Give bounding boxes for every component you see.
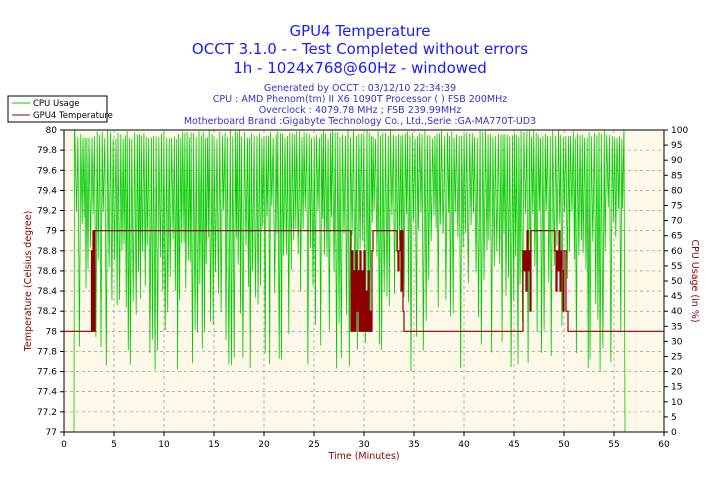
y-tick-label: 78.2: [37, 307, 57, 317]
y2-tick-label: 20: [671, 368, 683, 378]
axes: 77 77.2 77.4 77.6 77.8 78 78.2 78.4 78.6 78.8 79 79…: [37, 126, 688, 450]
y-tick-label: 79.8: [37, 146, 57, 156]
y-tick-label: 79.6: [37, 166, 57, 176]
x-tick-label: 60: [658, 440, 670, 450]
x-tick-label: 10: [158, 440, 170, 450]
y-tick-label: 77.8: [37, 347, 57, 357]
y-tick-label: 77: [46, 428, 57, 438]
legend-label-gpu4-temperature: GPU4 Temperature: [33, 111, 113, 121]
chart-subtitle-mode: 1h - 1024x768@60Hz - windowed: [233, 59, 487, 77]
x-tick-label: 20: [258, 440, 270, 450]
info-generated: Generated by OCCT : 03/12/10 22:34:39: [264, 83, 456, 94]
y2-tick-label: 70: [671, 217, 683, 227]
x-tick-label: 25: [308, 440, 319, 450]
y2-tick-label: 55: [671, 262, 682, 272]
info-motherboard: Motherboard Brand :Gigabyte Technology C…: [184, 116, 536, 127]
legend: CPU Usage GPU4 Temperature: [7, 95, 113, 123]
y2-tick-label: 35: [671, 322, 682, 332]
y2-tick-label: 15: [671, 383, 682, 393]
info-cpu: CPU : AMD Phenom(tm) II X6 1090T Process…: [213, 94, 507, 105]
chart-subtitle-test: OCCT 3.1.0 - - Test Completed without er…: [192, 40, 528, 58]
y2-tick-label: 100: [671, 126, 688, 136]
legend-box: [7, 95, 108, 123]
y-axis-label: Temperature (Celsius degree): [23, 211, 34, 353]
y2-tick-label: 10: [671, 398, 683, 408]
y2-axis-label: CPU Usage (in %): [689, 239, 700, 322]
y-tick-label: 78.6: [37, 267, 57, 277]
y2-tick-label: 50: [671, 277, 683, 287]
x-axis-label: Time (Minutes): [327, 451, 399, 462]
x-tick-label: 0: [61, 440, 67, 450]
cpu-usage-line: [71, 129, 626, 433]
x-tick-label: 35: [408, 440, 419, 450]
x-tick-label: 40: [458, 440, 470, 450]
y-tick-label: 78: [46, 327, 58, 337]
x-tick-label: 50: [558, 440, 570, 450]
y2-tick-label: 65: [671, 232, 682, 242]
y2-tick-label: 60: [671, 247, 683, 257]
y-tick-label: 79.2: [37, 207, 57, 217]
y-tick-label: 80: [46, 126, 58, 136]
y-tick-label: 79: [46, 227, 58, 237]
series-layer: [64, 129, 664, 433]
x-tick-label: 5: [111, 440, 117, 450]
x-tick-label: 15: [208, 440, 219, 450]
titles: GPU4 Temperature OCCT 3.1.0 - - Test Com…: [184, 22, 536, 127]
info-overclock: Overclock : 4079.78 MHz ; FSB 239.99MHz: [259, 105, 462, 116]
y2-tick-label: 80: [671, 186, 683, 196]
chart-title: GPU4 Temperature: [290, 22, 431, 40]
y2-tick-label: 25: [671, 353, 682, 363]
y-tick-label: 78.8: [37, 247, 57, 257]
x-tick-label: 30: [358, 440, 370, 450]
y-tick-label: 77.4: [37, 388, 57, 398]
y2-tick-label: 90: [671, 156, 683, 166]
y-tick-label: 77.2: [37, 408, 57, 418]
y-tick-label: 77.6: [37, 368, 57, 378]
gpu4-temperature-line: [64, 230, 664, 332]
y2-tick-label: 95: [671, 141, 682, 151]
y-tick-label: 79.4: [37, 186, 57, 196]
legend-label-cpu-usage: CPU Usage: [33, 99, 79, 109]
y2-tick-label: 40: [671, 307, 683, 317]
y2-tick-label: 30: [671, 337, 683, 347]
x-tick-label: 55: [608, 440, 619, 450]
y2-tick-label: 5: [671, 413, 677, 423]
y-tick-label: 78.4: [37, 287, 57, 297]
y2-tick-label: 45: [671, 292, 682, 302]
y2-tick-label: 75: [671, 202, 682, 212]
y2-tick-label: 0: [671, 428, 677, 438]
y2-tick-label: 85: [671, 171, 682, 181]
x-tick-label: 45: [508, 440, 519, 450]
